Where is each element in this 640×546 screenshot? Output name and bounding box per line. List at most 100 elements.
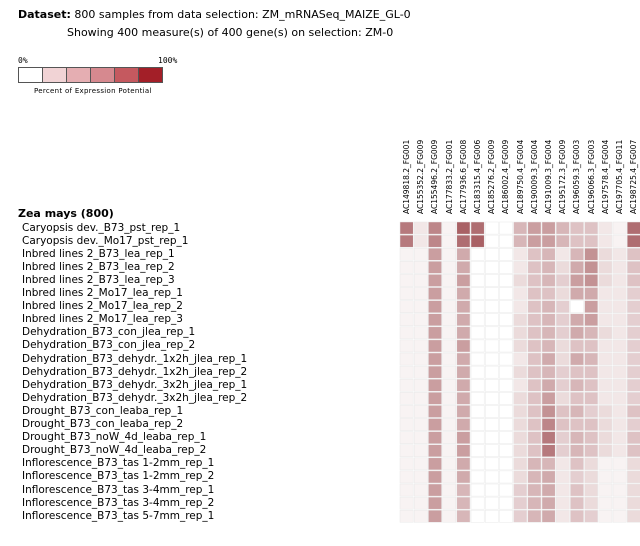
heatmap-cell[interactable] (470, 300, 485, 313)
heatmap-cell[interactable] (626, 444, 640, 458)
heatmap-cell[interactable] (399, 444, 414, 458)
heatmap-cell[interactable] (484, 287, 499, 300)
heatmap-cell[interactable] (413, 326, 428, 340)
heatmap-cell[interactable] (541, 418, 556, 431)
heatmap-cell[interactable] (570, 234, 584, 248)
heatmap-cell[interactable] (527, 483, 542, 497)
heatmap-cell[interactable] (484, 300, 499, 313)
heatmap-cell[interactable] (555, 234, 570, 248)
heatmap-cell[interactable] (626, 509, 640, 523)
heatmap-cell[interactable] (499, 431, 513, 444)
heatmap-cell[interactable] (470, 405, 485, 418)
heatmap-cell[interactable] (456, 509, 471, 523)
heatmap-cell[interactable] (399, 287, 414, 300)
heatmap-cell[interactable] (541, 339, 556, 353)
heatmap-cell[interactable] (456, 457, 471, 471)
heatmap-cell[interactable] (527, 287, 542, 300)
heatmap-cell[interactable] (428, 496, 442, 510)
heatmap-cell[interactable] (442, 378, 457, 392)
heatmap-cell[interactable] (555, 496, 570, 510)
heatmap-cell[interactable] (598, 457, 613, 471)
heatmap-cell[interactable] (598, 326, 613, 340)
heatmap-cell[interactable] (570, 352, 584, 366)
heatmap-cell[interactable] (413, 392, 428, 405)
heatmap-cell[interactable] (413, 287, 428, 300)
heatmap-cell[interactable] (428, 261, 442, 274)
heatmap-cell[interactable] (584, 392, 599, 405)
heatmap-cell[interactable] (612, 378, 627, 392)
heatmap-cell[interactable] (584, 418, 599, 431)
heatmap-cell[interactable] (470, 392, 485, 405)
heatmap-cell[interactable] (584, 509, 599, 523)
heatmap-cell[interactable] (484, 470, 499, 484)
heatmap-cell[interactable] (442, 261, 457, 274)
heatmap-cell[interactable] (598, 444, 613, 458)
heatmap-cell[interactable] (626, 496, 640, 510)
heatmap-cell[interactable] (527, 457, 542, 471)
heatmap-cell[interactable] (428, 378, 442, 392)
heatmap-cell[interactable] (513, 300, 528, 313)
heatmap-cell[interactable] (456, 392, 471, 405)
heatmap-cell[interactable] (456, 274, 471, 287)
heatmap-cell[interactable] (484, 352, 499, 366)
heatmap-cell[interactable] (570, 300, 584, 313)
heatmap-cell[interactable] (527, 234, 542, 248)
heatmap-cell[interactable] (456, 300, 471, 313)
heatmap-cell[interactable] (612, 300, 627, 313)
heatmap-cell[interactable] (584, 274, 599, 287)
heatmap-cell[interactable] (499, 313, 513, 327)
heatmap-cell[interactable] (541, 274, 556, 287)
heatmap-cell[interactable] (413, 405, 428, 418)
heatmap-cell[interactable] (598, 234, 613, 248)
heatmap-cell[interactable] (456, 221, 471, 235)
heatmap-cell[interactable] (399, 496, 414, 510)
heatmap-cell[interactable] (484, 457, 499, 471)
heatmap-cell[interactable] (499, 392, 513, 405)
heatmap-cell[interactable] (428, 405, 442, 418)
heatmap-cell[interactable] (541, 313, 556, 327)
heatmap-cell[interactable] (584, 483, 599, 497)
heatmap-cell[interactable] (499, 496, 513, 510)
heatmap-cell[interactable] (584, 444, 599, 458)
heatmap-cell[interactable] (598, 496, 613, 510)
heatmap-cell[interactable] (413, 339, 428, 353)
heatmap-cell[interactable] (570, 274, 584, 287)
heatmap-cell[interactable] (598, 483, 613, 497)
heatmap-cell[interactable] (541, 221, 556, 235)
heatmap-cell[interactable] (570, 496, 584, 510)
heatmap-cell[interactable] (570, 509, 584, 523)
heatmap-cell[interactable] (456, 496, 471, 510)
heatmap-cell[interactable] (555, 509, 570, 523)
heatmap-cell[interactable] (499, 483, 513, 497)
heatmap-cell[interactable] (428, 287, 442, 300)
heatmap-cell[interactable] (456, 247, 471, 261)
heatmap-cell[interactable] (626, 221, 640, 235)
heatmap-cell[interactable] (598, 470, 613, 484)
heatmap-cell[interactable] (499, 457, 513, 471)
heatmap-cell[interactable] (484, 365, 499, 379)
heatmap-cell[interactable] (428, 221, 442, 235)
heatmap-cell[interactable] (484, 509, 499, 523)
heatmap-cell[interactable] (399, 300, 414, 313)
heatmap-cell[interactable] (499, 300, 513, 313)
heatmap-cell[interactable] (470, 496, 485, 510)
heatmap-cell[interactable] (513, 470, 528, 484)
heatmap-cell[interactable] (484, 496, 499, 510)
heatmap-cell[interactable] (470, 470, 485, 484)
heatmap-cell[interactable] (442, 418, 457, 431)
heatmap-cell[interactable] (555, 365, 570, 379)
heatmap-cell[interactable] (612, 509, 627, 523)
heatmap-cell[interactable] (442, 352, 457, 366)
heatmap-cell[interactable] (399, 221, 414, 235)
heatmap-cell[interactable] (626, 431, 640, 444)
heatmap-cell[interactable] (541, 431, 556, 444)
heatmap-cell[interactable] (612, 247, 627, 261)
heatmap-cell[interactable] (499, 221, 513, 235)
heatmap-cell[interactable] (570, 221, 584, 235)
heatmap-cell[interactable] (399, 509, 414, 523)
heatmap-cell[interactable] (570, 365, 584, 379)
heatmap-cell[interactable] (442, 365, 457, 379)
heatmap-cell[interactable] (513, 274, 528, 287)
heatmap-cell[interactable] (456, 326, 471, 340)
heatmap-cell[interactable] (513, 444, 528, 458)
